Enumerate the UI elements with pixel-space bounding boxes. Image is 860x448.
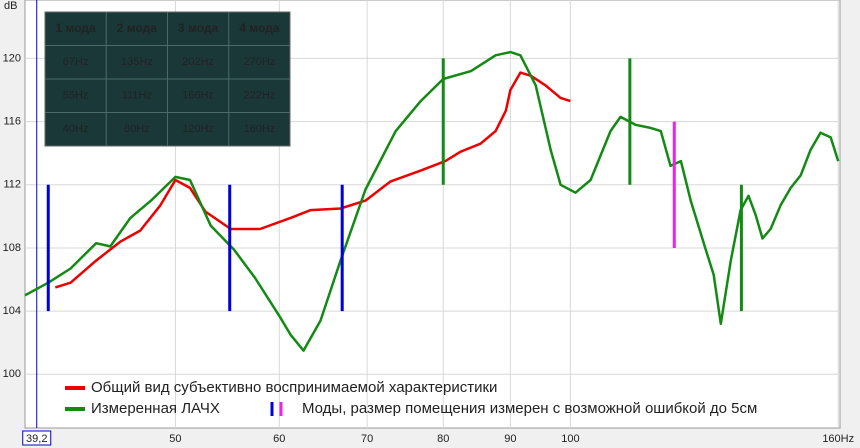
x-tick-label: 160Hz bbox=[822, 433, 854, 445]
y-tick-label: 112 bbox=[3, 179, 21, 191]
table-header: 1 мода bbox=[56, 21, 97, 35]
legend-label: Моды, размер помещения измерен с возможн… bbox=[302, 400, 757, 417]
table-header: 4 мода bbox=[239, 21, 280, 35]
legend: Общий вид субъективно воспринимаемой хар… bbox=[65, 379, 757, 417]
legend-label: Измеренная ЛАЧХ bbox=[91, 400, 220, 417]
x-tick-label: 50 bbox=[169, 433, 181, 445]
x-tick-label: 70 bbox=[361, 433, 373, 445]
table-cell: 222Hz bbox=[243, 90, 275, 102]
legend-label: Общий вид субъективно воспринимаемой хар… bbox=[91, 379, 497, 396]
modes-table-content: 1 мода 2 мода 3 мода 4 мода 67Hz 135Hz 202Hz 27… bbox=[45, 12, 290, 146]
table-header: 3 мода bbox=[178, 21, 219, 35]
table-cell: 120Hz bbox=[182, 123, 214, 135]
table-cell: 202Hz bbox=[182, 56, 214, 68]
marks bbox=[24, 0, 840, 428]
y-unit: dB bbox=[4, 0, 17, 12]
cursor-label-box bbox=[22, 430, 52, 446]
table-cell: 111Hz bbox=[122, 90, 152, 102]
table-cell: 160Hz bbox=[243, 123, 275, 135]
y-tick-label: 120 bbox=[3, 52, 21, 64]
series-line bbox=[54, 71, 571, 289]
table-header: 2 мода bbox=[117, 21, 158, 35]
table-cell: 55Hz bbox=[63, 90, 89, 102]
x-tick-label: 90 bbox=[504, 433, 516, 445]
table-cell: 166Hz bbox=[182, 90, 214, 102]
y-tick-label: 104 bbox=[3, 305, 21, 317]
cursor-label: 39,2 bbox=[26, 433, 47, 445]
x-tick-label: 100 bbox=[561, 433, 579, 445]
x-tick-label: 80 bbox=[437, 433, 449, 445]
table-cell: 40Hz bbox=[63, 123, 89, 135]
y-tick-label: 116 bbox=[3, 116, 21, 128]
y-tick-label: 100 bbox=[3, 368, 21, 380]
series-line bbox=[24, 50, 840, 352]
table-cell: 270Hz bbox=[243, 56, 275, 68]
table-cell: 80Hz bbox=[124, 123, 150, 135]
table-cell: 135Hz bbox=[121, 56, 153, 68]
y-tick-label: 108 bbox=[3, 242, 21, 254]
table-cell: 67Hz bbox=[63, 56, 89, 68]
x-tick-label: 60 bbox=[273, 433, 285, 445]
